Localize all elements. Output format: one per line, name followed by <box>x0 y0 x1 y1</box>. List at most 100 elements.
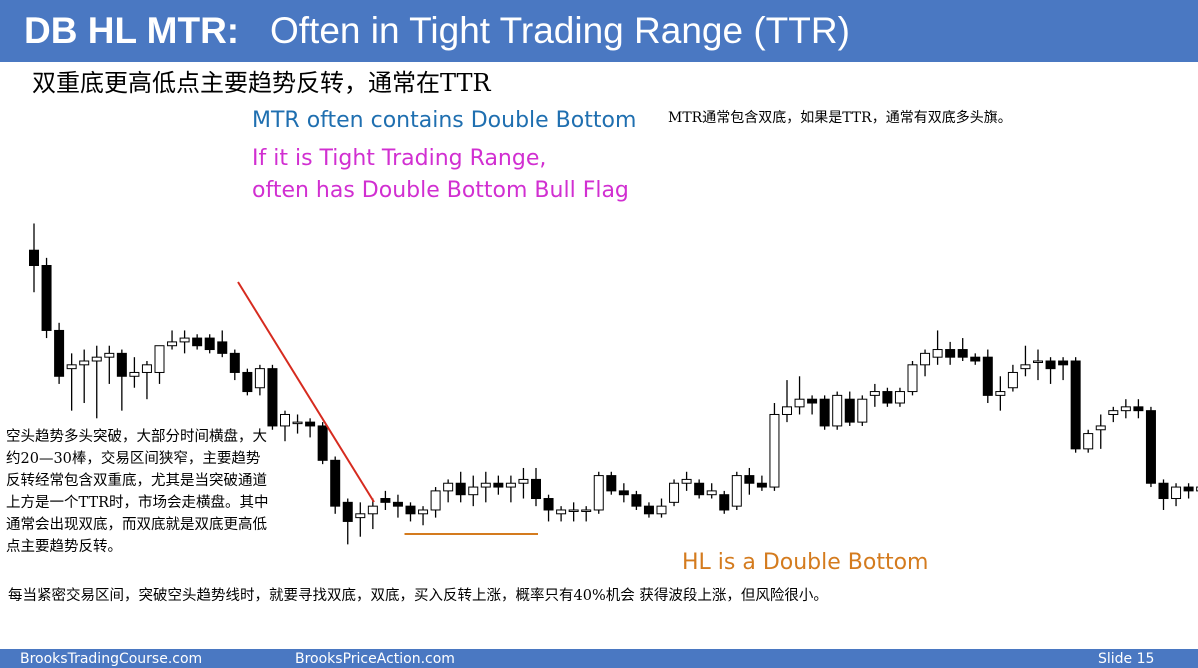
bull-candle-body <box>1020 364 1031 370</box>
candle <box>681 471 692 491</box>
candle <box>932 330 943 365</box>
bull-candle-body <box>367 505 378 515</box>
bull-candle-body <box>1171 486 1182 500</box>
bear-candle-body <box>606 475 617 492</box>
bear-candle-body <box>807 398 818 404</box>
bull-candle-body <box>104 352 115 358</box>
bear-candle-body <box>1058 360 1069 366</box>
candle <box>1196 486 1198 492</box>
bear-candle-body <box>342 501 353 522</box>
bear-candle-body <box>229 352 240 373</box>
candle <box>443 479 454 503</box>
candle <box>945 341 956 365</box>
bear-candle-body <box>531 478 541 500</box>
candle <box>116 349 127 411</box>
candle <box>41 257 52 339</box>
candle <box>54 322 65 384</box>
annotation-mtr-double-bottom: MTR often contains Double Bottom <box>252 108 637 133</box>
candle <box>29 223 39 293</box>
chinese-note-right: MTR通常包含双底，如果是TTR，通常有双底多头旗。 <box>668 110 1012 126</box>
bull-candle-body <box>292 421 303 425</box>
bear-candle-body <box>1045 360 1056 370</box>
candle <box>769 403 780 491</box>
bear-trendline <box>237 281 375 503</box>
bear-candle-body <box>217 341 228 354</box>
bear-candle-body <box>945 349 956 358</box>
annotation-ttr-line2: often has Double Bottom Bull Flag <box>252 178 629 203</box>
candle <box>229 349 240 381</box>
candle <box>694 479 705 499</box>
candle <box>154 345 165 384</box>
footer-link-course[interactable]: BrooksTradingCourse.com <box>20 651 203 667</box>
candle <box>957 338 968 361</box>
candle <box>1108 406 1119 423</box>
bear-candle-body <box>405 505 416 515</box>
bear-candle-body <box>1070 360 1081 450</box>
bull-candle-body <box>932 349 943 358</box>
bear-candle-body <box>305 421 316 427</box>
candle <box>894 387 905 407</box>
footer-link-priceaction[interactable]: BrooksPriceAction.com <box>295 651 455 667</box>
candle <box>66 353 77 411</box>
bull-candle-body <box>430 490 441 511</box>
candle <box>254 364 265 396</box>
slide-number: Slide 15 <box>1098 651 1155 667</box>
hl-double-bottom-label: HL is a Double Bottom <box>682 550 929 575</box>
candle <box>618 483 629 503</box>
chinese-note-bottom: 每当紧密交易区间，突破空头趋势线时，就要寻找双底，双底，买入反转上涨，概率只有4… <box>8 588 828 604</box>
bear-candle-body <box>455 482 466 496</box>
candle <box>844 391 855 426</box>
bull-candle-body <box>1095 425 1106 431</box>
candle <box>756 475 767 491</box>
candle <box>882 387 893 407</box>
candle <box>418 506 429 526</box>
bear-candle-body <box>392 501 403 507</box>
candle <box>518 467 529 499</box>
candle <box>706 483 717 499</box>
bull-candle-body <box>1120 406 1131 412</box>
candle <box>907 361 918 396</box>
candle <box>1095 414 1106 449</box>
bear-candle-body <box>719 494 730 511</box>
bull-candle-body <box>154 345 165 373</box>
candle <box>430 487 441 518</box>
bull-candle-body <box>79 360 90 366</box>
candle <box>832 391 843 430</box>
candle <box>204 334 215 354</box>
bear-candle-body <box>1145 410 1156 484</box>
bull-candle-body <box>1196 486 1198 492</box>
candle <box>330 456 341 514</box>
bull-candle-body <box>1007 371 1018 389</box>
candle <box>970 353 981 365</box>
candle <box>744 467 755 495</box>
candle <box>141 361 152 400</box>
bull-candle-body <box>581 509 592 512</box>
bull-candle-body <box>731 475 742 507</box>
bear-candle-body <box>543 498 554 511</box>
candle <box>167 330 178 350</box>
bear-candle-body <box>54 329 65 377</box>
candle <box>581 506 592 522</box>
candle <box>317 422 328 465</box>
bear-candle-body <box>1158 482 1169 500</box>
candle <box>192 334 203 350</box>
candle <box>267 364 278 430</box>
candle <box>104 345 115 384</box>
candle <box>1158 479 1169 510</box>
bull-candle-body <box>568 509 579 512</box>
candle <box>631 490 642 510</box>
bear-candle-body <box>631 494 642 507</box>
candle <box>543 494 554 522</box>
candle <box>392 494 403 518</box>
annotation-ttr-line1: If it is Tight Trading Range, <box>252 146 547 171</box>
candle <box>405 502 416 522</box>
candle <box>1133 399 1144 419</box>
candle <box>1033 349 1043 381</box>
candle <box>1083 429 1094 453</box>
bull-candle-body <box>418 509 429 515</box>
bull-candle-body <box>518 478 529 484</box>
candle <box>920 349 931 377</box>
candle <box>731 471 742 510</box>
bull-candle-body <box>656 505 667 515</box>
bear-candle-body <box>756 482 767 488</box>
